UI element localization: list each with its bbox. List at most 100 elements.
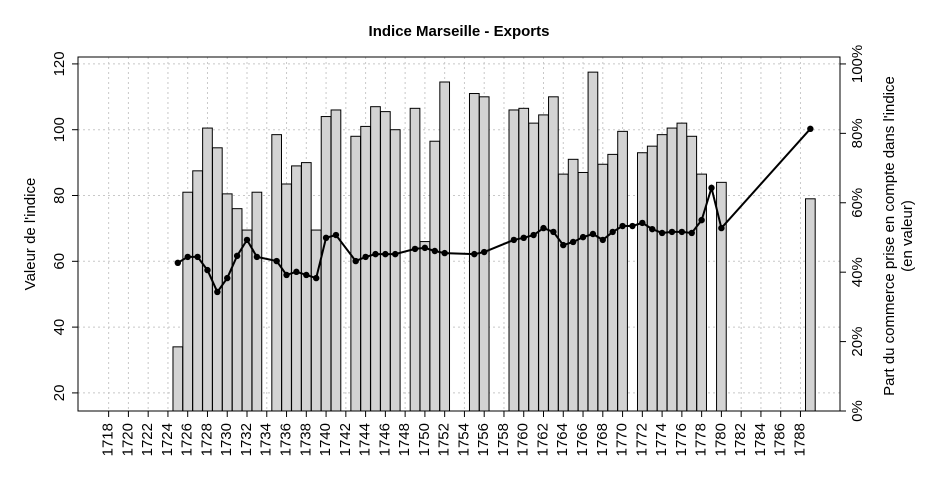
point <box>214 288 221 296</box>
y-tick-label: 40 <box>51 319 68 336</box>
point <box>273 257 280 265</box>
point <box>668 228 676 236</box>
bar <box>518 107 530 412</box>
bar <box>548 96 559 412</box>
point <box>550 228 557 236</box>
point <box>372 250 379 258</box>
point <box>243 236 251 244</box>
bar <box>241 229 253 412</box>
bar <box>439 81 451 412</box>
bar <box>636 152 648 412</box>
y2-axis-label: Part du commerce prise en compte dans l'… <box>881 76 898 396</box>
point <box>589 230 597 238</box>
bar <box>686 135 698 412</box>
point <box>421 244 429 252</box>
point <box>579 233 587 241</box>
x-tick-label: 1748 <box>396 423 413 456</box>
bar <box>370 106 381 412</box>
point <box>233 252 241 260</box>
x-tick-label: 1756 <box>475 423 492 456</box>
x-tick-label: 1724 <box>159 423 176 456</box>
point <box>382 250 389 258</box>
y2-tick-label: 100% <box>849 45 866 83</box>
point <box>184 253 191 261</box>
bar <box>310 229 322 412</box>
point <box>510 236 518 244</box>
y-tick-label: 60 <box>51 253 68 270</box>
point <box>224 274 231 282</box>
point <box>599 236 607 244</box>
point <box>540 224 547 232</box>
bar <box>567 158 579 412</box>
bar <box>409 107 421 412</box>
bar <box>172 346 184 412</box>
plot-frame <box>77 56 841 412</box>
point <box>678 228 686 236</box>
x-tick-label: 1744 <box>357 423 374 456</box>
bar <box>380 111 391 412</box>
x-tick-label: 1760 <box>515 423 532 456</box>
bar <box>429 140 441 412</box>
x-tick-label: 1736 <box>278 423 295 456</box>
y-tick-label: 100 <box>51 117 68 142</box>
bar <box>330 109 342 412</box>
bar <box>231 208 243 412</box>
bar <box>271 134 282 412</box>
point <box>807 125 814 133</box>
y2-tick-label: 60% <box>849 188 866 218</box>
x-tick-label: 1732 <box>238 423 255 456</box>
x-tick-label: 1766 <box>574 423 591 456</box>
bar <box>557 173 569 412</box>
bar <box>587 71 599 412</box>
x-tick-label: 1764 <box>554 423 571 456</box>
bar <box>251 191 263 412</box>
x-tick-label: 1740 <box>317 423 334 456</box>
y2-tick-label: 40% <box>849 257 866 287</box>
chart-title: Indice Marseille - Exports <box>369 23 550 40</box>
bar <box>538 114 549 412</box>
point <box>352 257 359 265</box>
y2-tick-label: 0% <box>849 400 866 422</box>
x-tick-label: 1726 <box>179 423 196 456</box>
point <box>649 225 656 233</box>
bar <box>221 193 233 412</box>
x-tick-label: 1754 <box>455 423 472 456</box>
bar <box>320 116 332 412</box>
point <box>698 216 705 224</box>
x-tick-label: 1784 <box>752 423 769 456</box>
x-tick-label: 1772 <box>633 423 650 456</box>
x-tick-label: 1750 <box>416 423 433 456</box>
bar <box>508 109 520 412</box>
point <box>283 271 290 279</box>
point <box>569 238 577 246</box>
y2-tick-label: 80% <box>849 118 866 148</box>
point <box>629 222 636 230</box>
y-axis-label: Valeur de l'indice <box>22 178 39 291</box>
y-tick-label: 80 <box>51 187 68 204</box>
x-tick-label: 1746 <box>376 423 393 456</box>
point <box>708 184 715 192</box>
point <box>530 231 537 239</box>
bar <box>192 170 203 412</box>
point <box>411 245 419 253</box>
bar <box>577 171 589 412</box>
bar <box>607 153 619 412</box>
point <box>293 268 300 276</box>
x-tick-label: 1768 <box>594 423 611 456</box>
point <box>303 271 310 279</box>
x-tick-label: 1734 <box>258 423 275 456</box>
bar <box>528 122 539 412</box>
point <box>431 247 438 255</box>
point <box>688 229 695 237</box>
point <box>204 266 211 274</box>
point <box>609 228 616 236</box>
x-tick-label: 1752 <box>436 423 453 456</box>
point <box>481 248 488 256</box>
bar <box>281 183 292 412</box>
x-tick-label: 1742 <box>337 423 354 456</box>
bar <box>617 130 628 412</box>
point <box>332 231 340 239</box>
point <box>520 234 527 242</box>
point <box>619 222 626 230</box>
x-tick-label: 1738 <box>297 423 314 456</box>
